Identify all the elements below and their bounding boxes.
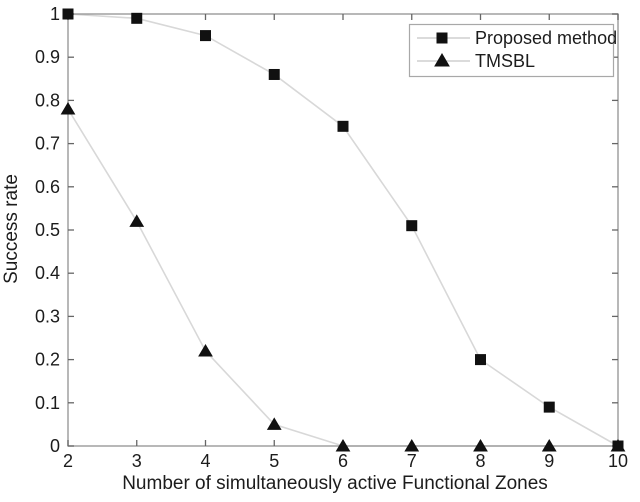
data-point-marker-square [268, 68, 280, 80]
y-tick-label: 1 [50, 4, 60, 24]
y-tick-label: 0.6 [35, 177, 60, 197]
x-axis-label: Number of simultaneously active Function… [122, 473, 548, 494]
series-line [67, 108, 618, 447]
x-tick-label: 2 [63, 451, 73, 471]
data-point-marker-square [131, 12, 143, 24]
y-tick-label: 0.4 [35, 263, 60, 283]
y-tick-label: 0.5 [35, 220, 60, 240]
legend-label-tmsbl: TMSBL [475, 51, 535, 71]
y-tick-label: 0.3 [35, 306, 60, 326]
data-point-marker-triangle [610, 439, 626, 452]
data-point-marker-triangle [335, 439, 351, 452]
data-point-marker-square [406, 220, 418, 232]
data-point-marker-square [200, 30, 211, 42]
y-tick-label: 0.9 [35, 47, 60, 67]
data-point-marker-triangle [404, 439, 420, 452]
y-tick-label: 0.8 [35, 90, 60, 110]
plot-frame [67, 13, 619, 447]
x-tick-label: 6 [338, 451, 348, 471]
data-point-marker-square [337, 120, 349, 132]
data-point-marker-triangle [60, 102, 76, 115]
x-tick-label: 7 [407, 451, 417, 471]
x-tick-label: 3 [132, 451, 142, 471]
legend-square-marker-icon [436, 32, 448, 44]
x-tick-label: 4 [200, 451, 210, 471]
data-point-marker-triangle [129, 214, 145, 227]
data-point-marker-square [543, 401, 555, 413]
data-point-marker-triangle [266, 417, 282, 430]
data-point-marker-square [62, 8, 74, 20]
data-point-marker-triangle [541, 439, 557, 452]
y-tick-label: 0 [50, 436, 60, 456]
y-tick-label: 0.2 [35, 350, 60, 370]
x-tick-label: 8 [475, 451, 485, 471]
legend: Proposed method TMSBL [408, 23, 617, 78]
series-line [67, 13, 619, 447]
x-tick-label: 5 [269, 451, 279, 471]
plot-area: 2 3 4 5 6 7 8 9 10 0 0.1 0.2 0.3 0.4 0.5 0.6 0.7 0.8 0.9 1 [35, 4, 628, 471]
data-point-marker-triangle [473, 439, 488, 452]
data-markers [60, 8, 626, 452]
x-tick-label: 10 [608, 451, 628, 471]
legend-triangle-marker-icon [434, 53, 450, 67]
legend-label-proposed-method: Proposed method [475, 28, 617, 48]
x-tick-label: 9 [544, 451, 554, 471]
data-point-marker-triangle [198, 343, 213, 357]
y-tick-label: 0.1 [35, 393, 60, 413]
data-point-marker-square [475, 354, 486, 366]
y-axis-label: Success rate [1, 174, 22, 284]
y-tick-label: 0.7 [35, 134, 60, 154]
